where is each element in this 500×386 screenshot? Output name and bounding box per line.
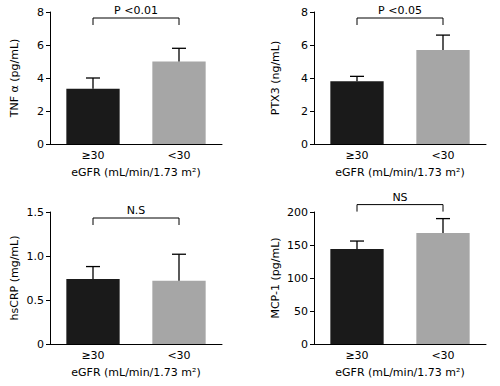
svg-text:TNF α (pg/mL): TNF α (pg/mL) <box>8 39 21 119</box>
svg-text:0: 0 <box>37 338 44 351</box>
svg-text:6: 6 <box>301 39 308 52</box>
svg-text:50: 50 <box>294 305 308 318</box>
svg-text:eGFR (mL/min/1.73 m²): eGFR (mL/min/1.73 m²) <box>335 366 464 379</box>
svg-text:eGFR (mL/min/1.73 m²): eGFR (mL/min/1.73 m²) <box>71 166 200 179</box>
svg-text:1.0: 1.0 <box>27 250 45 263</box>
svg-text:PTX3 (ng/mL): PTX3 (ng/mL) <box>269 41 282 115</box>
svg-text:≥30: ≥30 <box>81 349 104 362</box>
svg-text:N.S: N.S <box>127 204 146 217</box>
svg-text:8: 8 <box>301 6 308 19</box>
svg-text:<30: <30 <box>167 349 190 362</box>
svg-text:0: 0 <box>301 138 308 151</box>
svg-text:150: 150 <box>287 239 308 252</box>
svg-text:0.5: 0.5 <box>27 294 45 307</box>
svg-text:≥30: ≥30 <box>345 349 368 362</box>
svg-text:4: 4 <box>37 72 44 85</box>
svg-text:<30: <30 <box>167 149 190 162</box>
svg-text:MCP-1 (pg/mL): MCP-1 (pg/mL) <box>269 237 282 318</box>
svg-text:4: 4 <box>301 72 308 85</box>
svg-text:hsCRP (mg/mL): hsCRP (mg/mL) <box>8 236 21 321</box>
svg-text:8: 8 <box>37 6 44 19</box>
svg-text:eGFR (mL/min/1.73 m²): eGFR (mL/min/1.73 m²) <box>335 166 464 179</box>
svg-text:≥30: ≥30 <box>345 149 368 162</box>
svg-text:2: 2 <box>37 105 44 118</box>
svg-text:100: 100 <box>287 272 308 285</box>
svg-text:6: 6 <box>37 39 44 52</box>
svg-text:2: 2 <box>301 105 308 118</box>
svg-text:<30: <30 <box>431 149 454 162</box>
svg-text:eGFR (mL/min/1.73 m²): eGFR (mL/min/1.73 m²) <box>71 366 200 379</box>
svg-text:NS: NS <box>392 191 407 204</box>
svg-text:P <0.05: P <0.05 <box>378 4 422 17</box>
svg-text:0: 0 <box>301 338 308 351</box>
svg-text:1.5: 1.5 <box>27 206 45 219</box>
svg-text:P <0.01: P <0.01 <box>114 4 158 17</box>
svg-text:200: 200 <box>287 206 308 219</box>
svg-text:0: 0 <box>37 138 44 151</box>
svg-text:<30: <30 <box>431 349 454 362</box>
svg-text:≥30: ≥30 <box>81 149 104 162</box>
